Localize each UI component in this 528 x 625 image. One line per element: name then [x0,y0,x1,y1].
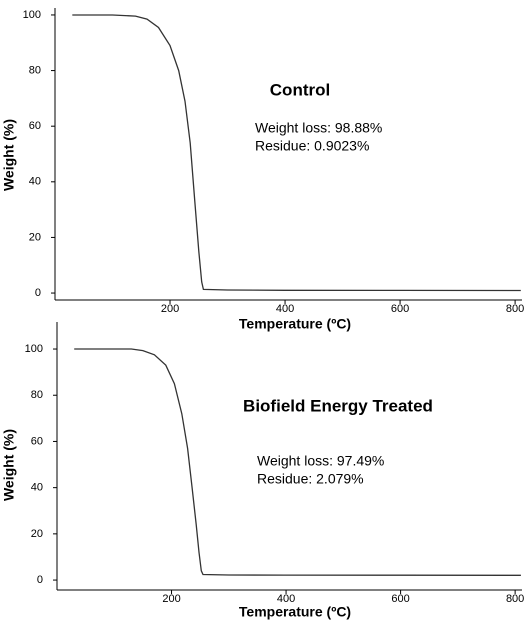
panel: 0 20 40 60 80 100 200 400 600 800 Biofield Energy … [1,322,524,620]
chart-title: Control [270,80,330,99]
x-tick-label: 200 [161,303,179,315]
y-tick-label: 100 [23,9,41,21]
x-axis-label: Temperature (ºC) [239,316,351,332]
y-tick-label: 60 [31,435,43,447]
y-tick-label: 80 [29,64,41,76]
y-tick-label: 40 [31,482,43,494]
y-axis-label: Weight (%) [1,119,17,191]
y-tick-label: 100 [25,343,43,355]
y-tick-label: 40 [29,176,41,188]
y-tick-label: 20 [29,231,41,243]
x-tick-label: 800 [506,593,524,605]
x-tick-label: 200 [162,593,180,605]
annotation: Weight loss: 97.49% [257,453,384,469]
y-tick-label: 0 [37,574,43,586]
curve [72,14,521,292]
y-tick-label: 60 [29,120,41,132]
y-tick-label: 80 [31,389,43,401]
curve [74,348,521,576]
annotation: Weight loss: 98.88% [255,120,382,136]
panel: 0 20 40 60 80 100 200 400 600 800 Control Weight lo… [1,8,524,332]
y-axis-label: Weight (%) [1,429,17,501]
x-tick-label: 400 [276,303,294,315]
x-tick-label: 600 [391,303,409,315]
y-tick-label: 20 [31,528,43,540]
x-tick-label: 600 [391,593,409,605]
chart-title: Biofield Energy Treated [243,396,433,415]
annotation: Residue: 2.079% [257,471,364,487]
x-tick-label: 400 [277,593,295,605]
annotation: Residue: 0.9023% [255,138,369,154]
x-tick-label: 800 [506,303,524,315]
x-axis-label: Temperature (ºC) [239,604,351,620]
y-tick-label: 0 [35,287,41,299]
